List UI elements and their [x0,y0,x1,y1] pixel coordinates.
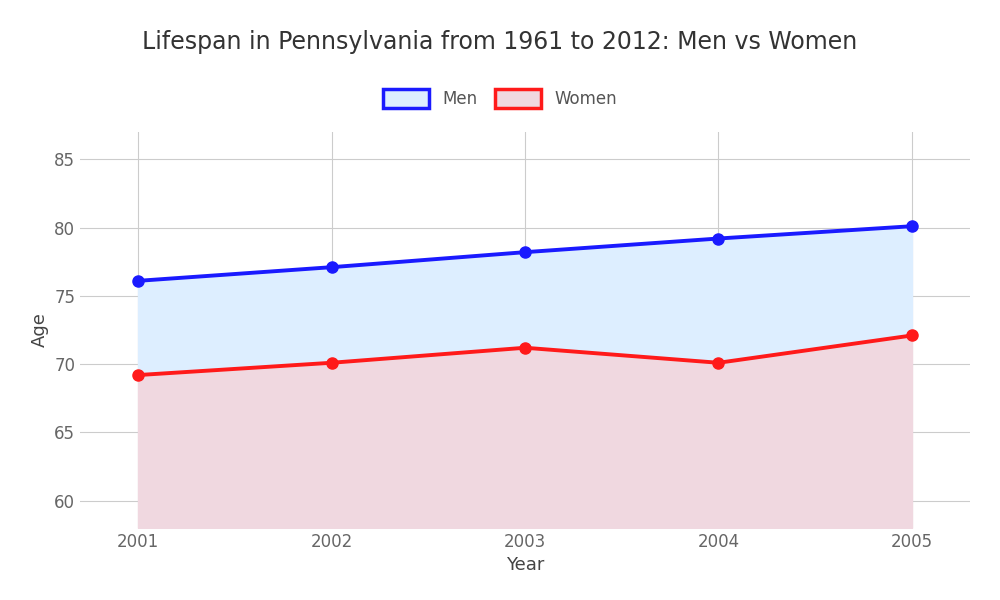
X-axis label: Year: Year [506,556,544,574]
Y-axis label: Age: Age [31,313,49,347]
Legend: Men, Women: Men, Women [374,80,626,116]
Text: Lifespan in Pennsylvania from 1961 to 2012: Men vs Women: Lifespan in Pennsylvania from 1961 to 20… [142,30,858,54]
